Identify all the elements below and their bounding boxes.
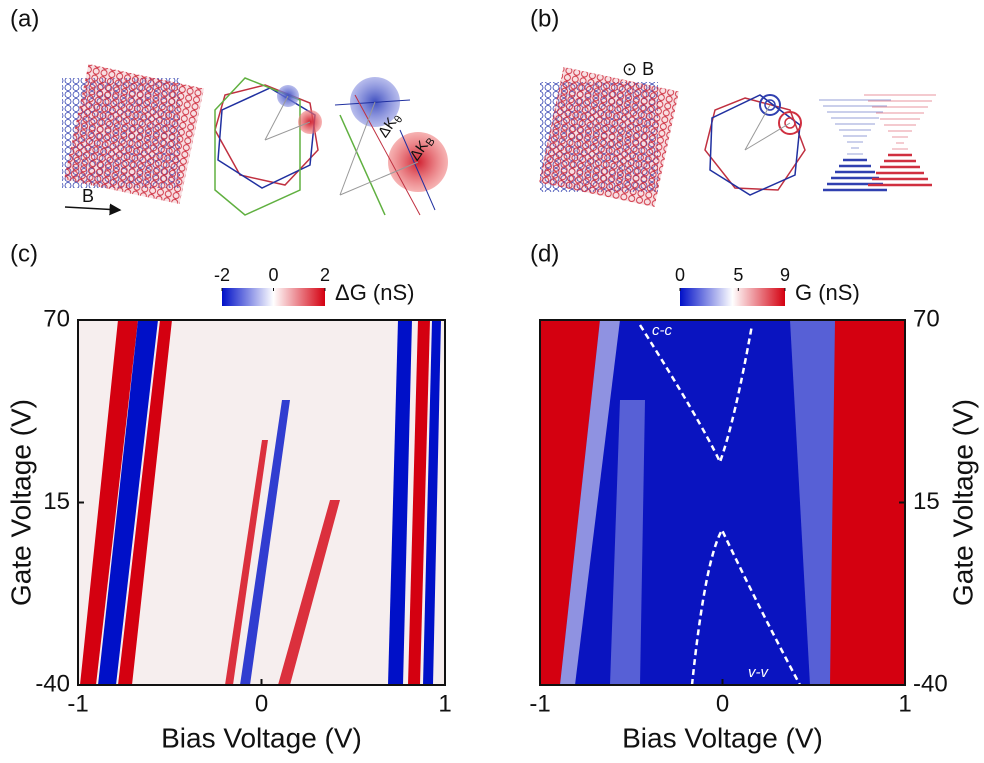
x-tick-label: 0 [255, 690, 268, 717]
colorbar-label: ΔG (nS) [335, 280, 414, 305]
x-tick-label: -1 [67, 690, 88, 717]
colorbar-label: G (nS) [795, 280, 860, 305]
vector [745, 105, 770, 150]
x-tick-label: 1 [438, 690, 451, 717]
panel-label: (b) [530, 5, 559, 32]
x-axis-label: Bias Voltage (V) [622, 722, 823, 753]
colorbar [680, 288, 785, 306]
hexagon [710, 95, 800, 195]
y-tick-label: -40 [35, 670, 70, 697]
lattice-shade [539, 67, 679, 207]
y-axis-label: Gate Voltage (V) [947, 399, 978, 606]
heatmap-d-texture [540, 320, 905, 685]
field-arrow [65, 207, 120, 210]
lattice-shade [64, 64, 204, 204]
y-axis-label: Gate Voltage (V) [5, 399, 36, 606]
panel-b: (b) ⊙ B [530, 5, 936, 207]
y-tick-label: -40 [913, 670, 948, 697]
panel-label: (a) [10, 5, 39, 32]
annotation: c-c [652, 322, 672, 339]
colorbar-tick-label: 5 [733, 265, 743, 285]
y-tick-label: 15 [43, 488, 70, 515]
band [830, 320, 905, 685]
vector [745, 123, 790, 150]
field-label: ⊙ B [622, 59, 654, 79]
colorbar-tick-label: 0 [268, 265, 278, 285]
panel-label: (d) [530, 240, 559, 267]
x-tick-label: 0 [716, 690, 729, 717]
hexagon [215, 85, 318, 185]
colorbar-tick-label: 9 [780, 265, 790, 285]
colorbar-tick-label: 2 [320, 265, 330, 285]
y-tick-label: 70 [43, 305, 70, 332]
figure: (a) B ΔKθ ΔKB (b) ⊙ B (c) -1 0 1 [0, 0, 984, 758]
x-axis-label: Bias Voltage (V) [161, 722, 362, 753]
colorbar-tick-label: 0 [675, 265, 685, 285]
colorbar-tick-label: -2 [214, 265, 230, 285]
panel-label: (c) [10, 240, 38, 267]
x-tick-label: -1 [529, 690, 550, 717]
heatmap-c-texture [78, 320, 445, 685]
annotation: v-v [748, 664, 769, 681]
x-tick-label: 1 [898, 690, 911, 717]
panel-a: (a) B ΔKθ ΔKB [10, 5, 448, 215]
field-label: B [82, 186, 94, 206]
y-tick-label: 70 [913, 305, 940, 332]
y-tick-label: 15 [913, 488, 940, 515]
vector [265, 96, 288, 140]
